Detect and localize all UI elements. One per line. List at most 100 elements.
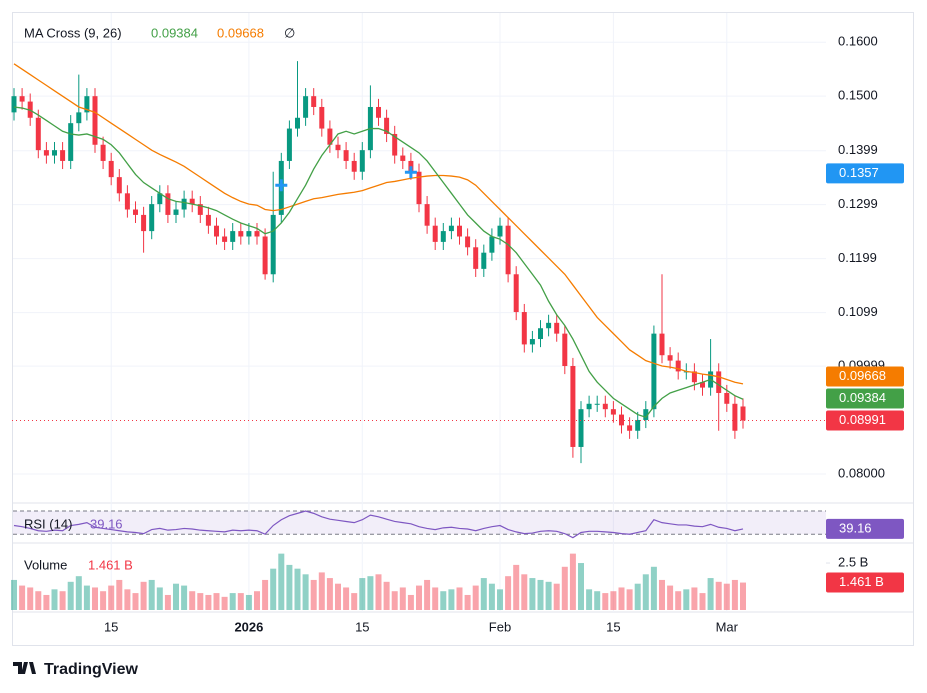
volume-bar bbox=[391, 591, 398, 610]
volume-bar bbox=[432, 587, 439, 610]
candle-body bbox=[11, 96, 17, 113]
volume-bar bbox=[173, 583, 179, 610]
volume-bar bbox=[294, 568, 301, 610]
volume-bar bbox=[594, 591, 601, 610]
volume-bar bbox=[731, 579, 738, 610]
candle-body bbox=[141, 214, 147, 232]
volume-tick-label: 2.5 B bbox=[838, 554, 868, 569]
candle-body bbox=[578, 409, 584, 447]
candle-body bbox=[84, 96, 90, 113]
volume-bar bbox=[602, 593, 609, 610]
volume-bar bbox=[221, 596, 228, 610]
candle-body bbox=[424, 204, 430, 226]
x-tick-label: 2026 bbox=[234, 619, 263, 634]
x-tick-label: 15 bbox=[355, 619, 369, 634]
y-tick-label: 0.1399 bbox=[838, 142, 878, 157]
volume-bar bbox=[148, 579, 155, 610]
volume-bar bbox=[586, 589, 593, 610]
candle-body bbox=[133, 209, 138, 215]
candle-body bbox=[400, 155, 406, 161]
volume-bar bbox=[27, 587, 34, 610]
candle-body bbox=[448, 225, 454, 232]
candle-body bbox=[92, 96, 98, 145]
ma-fast-value: 0.09384 bbox=[151, 25, 198, 40]
volume-bar bbox=[691, 587, 698, 610]
x-tick-label: Feb bbox=[489, 619, 511, 634]
candle-body bbox=[230, 231, 236, 242]
candle-body bbox=[35, 117, 41, 151]
volume-bar bbox=[383, 581, 390, 610]
candle-body bbox=[505, 225, 511, 275]
price-tag-last-label: 0.08991 bbox=[839, 412, 886, 427]
rsi-value: 39.16 bbox=[90, 516, 123, 531]
volume-bar bbox=[699, 593, 706, 610]
candle-body bbox=[359, 150, 365, 172]
candle-body bbox=[254, 231, 260, 237]
volume-value: 1.461 B bbox=[88, 557, 133, 572]
candle-body bbox=[521, 312, 527, 345]
volume-bar bbox=[59, 591, 66, 610]
volume-bar bbox=[399, 587, 406, 610]
volume-bar bbox=[578, 563, 584, 610]
y-tick-label: 0.1199 bbox=[838, 250, 877, 265]
volume-bar bbox=[723, 583, 730, 610]
volume-bar bbox=[480, 578, 487, 610]
candle-body bbox=[76, 112, 82, 124]
volume-bar bbox=[310, 579, 317, 610]
candle-body bbox=[246, 231, 252, 237]
candle-body bbox=[392, 133, 398, 156]
volume-bar bbox=[440, 591, 447, 610]
candle-body bbox=[116, 177, 122, 194]
price-tag-ma-slow-label: 0.09668 bbox=[839, 368, 886, 383]
volume-bar bbox=[156, 587, 163, 610]
volume-bar bbox=[189, 591, 196, 610]
candle-body bbox=[659, 333, 665, 356]
candle-body bbox=[619, 414, 624, 426]
candle-body bbox=[100, 144, 106, 161]
candle-body bbox=[319, 106, 325, 129]
candle-body bbox=[68, 123, 74, 161]
brand-icon bbox=[13, 662, 36, 674]
cross-marker bbox=[275, 179, 288, 192]
candle-body bbox=[700, 382, 705, 388]
candle-body bbox=[489, 236, 495, 253]
candle-body bbox=[602, 403, 608, 410]
candle-body bbox=[473, 247, 479, 269]
volume-bar bbox=[553, 583, 560, 610]
candle-body bbox=[343, 150, 349, 161]
candle-body bbox=[173, 209, 179, 215]
volume-bar bbox=[124, 589, 131, 610]
volume-bar bbox=[707, 578, 714, 610]
volume-bar bbox=[343, 587, 350, 610]
candle-body bbox=[724, 392, 730, 404]
candle-body bbox=[189, 198, 195, 205]
brand-name: TradingView bbox=[44, 661, 139, 678]
volume-bar bbox=[116, 579, 123, 610]
candle-body bbox=[440, 231, 446, 242]
volume-bar bbox=[140, 581, 147, 610]
candle-body bbox=[538, 328, 543, 340]
candle-body bbox=[586, 403, 592, 410]
volume-bar bbox=[197, 593, 204, 610]
ma-slow-line bbox=[13, 63, 744, 385]
volume-bar bbox=[164, 594, 171, 610]
candle-body bbox=[716, 371, 722, 393]
volume-tag-label: 1.461 B bbox=[839, 574, 884, 589]
y-tick-label: 0.1299 bbox=[838, 196, 878, 211]
volume-bar bbox=[529, 578, 536, 610]
volume-bar bbox=[407, 594, 414, 610]
rsi-band bbox=[13, 511, 826, 535]
volume-bar bbox=[229, 593, 236, 610]
volume-bar bbox=[254, 591, 260, 610]
volume-bar bbox=[351, 593, 358, 610]
candle-body bbox=[529, 339, 535, 345]
candle-body bbox=[651, 333, 657, 410]
rsi-tag bbox=[826, 518, 904, 539]
candle-body bbox=[311, 96, 317, 107]
volume-bar bbox=[286, 564, 293, 610]
candle-body bbox=[205, 214, 211, 226]
volume-title: Volume bbox=[24, 557, 67, 572]
ma-slow-value: 0.09668 bbox=[217, 25, 264, 40]
candle-body bbox=[432, 225, 438, 242]
price-tag-last bbox=[826, 410, 904, 431]
